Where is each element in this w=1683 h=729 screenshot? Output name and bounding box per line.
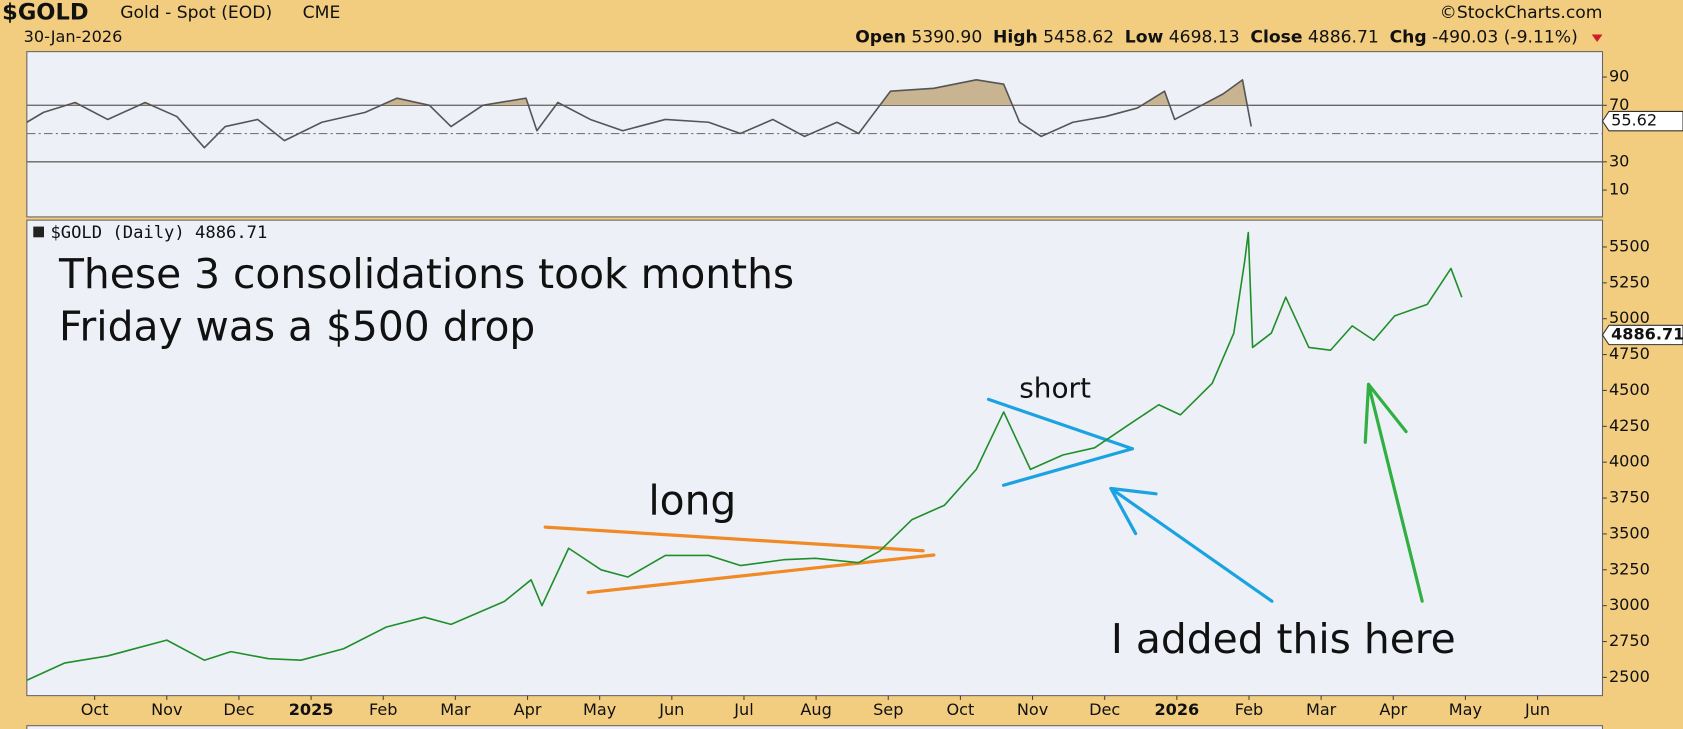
y-tick-label: 5500 (1609, 236, 1650, 255)
overbought-area (66, 79, 1248, 106)
y-tick-label: 2500 (1609, 667, 1650, 686)
x-tick-label: Mar (1306, 700, 1337, 719)
stat-label: High (993, 28, 1038, 48)
series-line (26, 231, 1463, 682)
x-tick-label: Nov (1017, 700, 1049, 719)
y-tick-label: 90 (1609, 67, 1629, 86)
y-tick-label: 70 (1609, 95, 1629, 114)
x-tick-label: Apr (514, 700, 542, 719)
stat-value: 5390.90 (911, 28, 982, 48)
legend-label: $GOLD (Daily) 4886.71 (50, 223, 267, 243)
headline: These 3 consolidations took months (58, 250, 794, 298)
y-tick-label: 4750 (1609, 344, 1650, 363)
trendline (586, 553, 936, 595)
arrow (1109, 486, 1274, 603)
x-tick-label: 2025 (289, 700, 334, 719)
trendline (1001, 447, 1134, 487)
y-tick-label: 3250 (1609, 559, 1650, 578)
last-value-label: 55.62 (1611, 111, 1657, 130)
stat-label: Low (1125, 28, 1164, 48)
note: I added this here (1111, 615, 1456, 663)
y-tick-label: 5000 (1609, 308, 1650, 327)
instrument-name: Gold - Spot (EOD) (120, 3, 272, 23)
stat-value: 4698.13 (1169, 28, 1240, 48)
rsi-panel (26, 51, 1604, 218)
stat-value: 5458.62 (1043, 28, 1114, 48)
x-tick-label: Mar (440, 700, 471, 719)
last-value-tag (1601, 324, 1683, 346)
y-tick-label: 2750 (1609, 631, 1650, 650)
stat-label: Close (1250, 28, 1302, 48)
stat-value: 4886.71 (1308, 28, 1379, 48)
y-tick-label: 4250 (1609, 416, 1650, 435)
y-tick-label: 3750 (1609, 488, 1650, 507)
date: 30-Jan-2026 (24, 27, 123, 46)
x-tick-label: May (1449, 700, 1483, 719)
x-tick-label: Oct (81, 700, 109, 719)
trendline (986, 397, 1134, 451)
arrow (1363, 382, 1424, 603)
x-tick-label: May (583, 700, 617, 719)
y-tick-label: 3000 (1609, 595, 1650, 614)
x-tick-label: Dec (223, 700, 254, 719)
y-tick-label: 4500 (1609, 380, 1650, 399)
x-tick-label: Aug (800, 700, 831, 719)
y-tick-label: 30 (1609, 151, 1629, 170)
drawings (543, 382, 1424, 603)
exchange: CME (303, 3, 341, 23)
x-tick-label: Feb (369, 700, 398, 719)
last-value-tag (1601, 110, 1683, 132)
subline: Friday was a $500 drop (59, 303, 535, 351)
x-tick-label: Jun (1524, 700, 1550, 719)
price-panel (26, 219, 1604, 697)
stat-label: Open (855, 28, 906, 48)
x-tick-label: Nov (151, 700, 183, 719)
stat-value: -490.03 (-9.11%) (1432, 28, 1578, 48)
x-tick-label: Jun (658, 700, 684, 719)
y-tick-label: 5250 (1609, 272, 1650, 291)
symbol: $GOLD (2, 0, 88, 25)
x-tick-label: Feb (1235, 700, 1264, 719)
down-arrow (1591, 34, 1603, 42)
short-label: short (1019, 372, 1091, 405)
x-tick-label: Jul (733, 700, 753, 719)
x-tick-label: Dec (1089, 700, 1120, 719)
trendline (543, 525, 925, 553)
x-tick-label: Oct (946, 700, 974, 719)
long-label: long (648, 476, 736, 524)
x-tick-label: Apr (1379, 700, 1407, 719)
stats: -490.03 (-9.11%)Chg 4886.71 Close 4698.13Lo… (855, 28, 1603, 48)
source: ©StockCharts.com (1440, 3, 1603, 23)
y-tick-label: 4000 (1609, 452, 1650, 471)
last-value-label: 4886.71 (1611, 324, 1683, 343)
series-line (26, 79, 1252, 149)
stat-label: Chg (1390, 28, 1427, 48)
y-tick-label: 10 (1609, 180, 1629, 199)
y-tick-label: 3500 (1609, 523, 1650, 542)
x-tick-label: 2026 (1154, 700, 1199, 719)
legend-swatch (33, 226, 45, 238)
x-tick-label: Sep (873, 700, 903, 719)
